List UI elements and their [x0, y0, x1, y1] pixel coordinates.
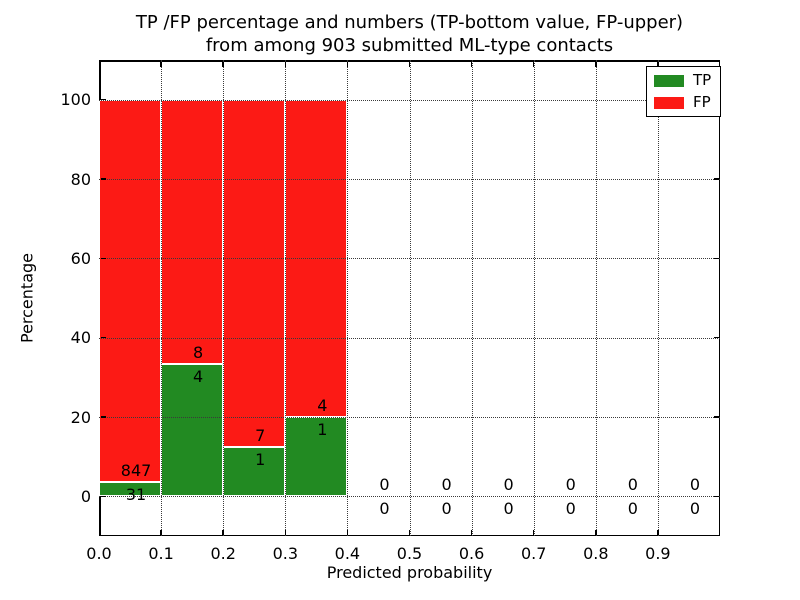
x-tick-label: 0.3	[272, 544, 299, 563]
legend-label: TP	[693, 71, 712, 89]
x-tick-label: 0.6	[458, 544, 485, 563]
y-axis-label: Percentage	[17, 252, 37, 344]
gridline-v	[161, 60, 163, 536]
x-tick-label: 0.7	[520, 544, 547, 563]
bar-tp-segment	[99, 482, 162, 497]
bar-fp-segment	[161, 99, 224, 365]
chart-title-line1: TP /FP percentage and numbers (TP-bottom…	[135, 12, 684, 33]
gridline-v	[657, 60, 659, 536]
tick-mark-right	[713, 416, 719, 418]
tp-count-label: 0	[379, 499, 390, 519]
bar-tp-segment	[223, 446, 286, 497]
tp-count-label: 0	[503, 499, 514, 519]
tick-mark-left	[100, 98, 106, 101]
tick-mark-top	[160, 61, 162, 67]
tick-mark-top	[532, 61, 535, 67]
axes-spine-right	[718, 60, 720, 536]
fp-count-label: 0	[689, 475, 701, 495]
x-tick-label: 0.1	[148, 544, 174, 563]
tick-mark-bottom	[222, 529, 224, 535]
x-tick-label: 0.4	[334, 544, 361, 563]
fp-count-label: 0	[565, 475, 576, 495]
tick-mark-top	[408, 61, 411, 67]
legend-swatch-tp	[654, 74, 684, 87]
tick-mark-bottom	[160, 529, 162, 535]
tick-mark-bottom	[346, 529, 349, 535]
tp-count-label: 1	[317, 420, 328, 439]
fp-count-label: 847	[120, 461, 152, 481]
tick-mark-right	[713, 336, 719, 339]
bar-fp-segment	[99, 99, 162, 483]
bar-fp-segment	[223, 99, 286, 447]
fp-count-label: 0	[379, 475, 390, 495]
tp-count-label: 31	[125, 485, 147, 505]
gridline-v	[409, 60, 411, 536]
tick-mark-top	[657, 61, 659, 67]
tick-mark-left	[100, 178, 106, 180]
x-tick-label: 0.2	[210, 544, 236, 563]
y-tick-label: 100	[60, 90, 91, 110]
y-tick-label: 60	[70, 248, 91, 268]
tick-mark-bottom	[284, 529, 287, 535]
y-tick-label: 80	[70, 169, 91, 189]
y-tick-label: 0	[80, 486, 91, 506]
fp-count-label: 4	[317, 396, 328, 415]
gridline-v	[223, 60, 225, 536]
gridline-v	[471, 60, 473, 536]
y-tick-label: 20	[70, 407, 91, 427]
tp-count-label: 1	[255, 449, 266, 469]
chart-title-line2: from among 903 submitted ML-type contact…	[205, 35, 614, 56]
tp-count-label: 0	[627, 499, 638, 519]
chart-title: TP /FP percentage and numbers (TP-bottom…	[99, 11, 720, 57]
bar-tp-segment	[161, 364, 224, 497]
tp-count-label: 0	[565, 499, 576, 519]
tick-mark-top	[222, 61, 224, 67]
tick-mark-bottom	[470, 529, 473, 535]
tick-mark-right	[713, 495, 719, 498]
tick-mark-top	[284, 61, 287, 67]
gridline-v	[533, 60, 535, 536]
tick-mark-right	[713, 178, 719, 180]
tick-mark-bottom	[595, 529, 597, 535]
tick-mark-bottom	[657, 529, 659, 535]
tick-mark-bottom	[408, 529, 411, 535]
tick-mark-left	[100, 416, 106, 418]
y-tick-label: 40	[70, 328, 91, 348]
fp-count-label: 0	[627, 475, 638, 495]
tick-mark-top	[470, 61, 473, 67]
gridline-v	[347, 60, 349, 536]
legend: TP FP	[646, 66, 722, 117]
gridline-v	[595, 60, 597, 536]
plot-area: 0 20 40 60 80 100 0.0 0.1 0.2 0.3 0.4 0.5 0.6 0.7 0.8 0…	[60, 60, 720, 563]
tick-mark-left	[100, 495, 106, 498]
fp-count-label: 0	[441, 475, 452, 495]
tick-mark-top	[346, 61, 349, 67]
legend-item-fp: FP	[654, 95, 711, 110]
legend-label: FP	[693, 93, 711, 111]
x-tick-label: 0.0	[86, 544, 112, 563]
gridline-v	[285, 60, 287, 536]
x-tick-label: 0.9	[645, 544, 671, 563]
tick-mark-bottom	[532, 529, 535, 535]
fp-count-label: 7	[255, 425, 266, 445]
x-tick-label: 0.8	[583, 544, 609, 563]
x-tick-label: 0.5	[396, 544, 423, 563]
tick-mark-left	[100, 257, 106, 260]
tp-count-label: 4	[193, 367, 204, 387]
fp-count-label: 0	[503, 475, 514, 495]
tick-mark-right	[713, 257, 719, 260]
tick-mark-top	[595, 61, 597, 67]
tick-mark-left	[100, 336, 106, 339]
fp-count-label: 8	[193, 343, 204, 363]
bar-fp-segment	[285, 99, 348, 417]
tp-count-label: 0	[689, 499, 701, 519]
legend-item-tp: TP	[654, 73, 711, 88]
x-axis-label: Predicted probability	[326, 563, 493, 582]
tp-count-label: 0	[441, 499, 452, 519]
legend-swatch-fp	[654, 96, 684, 109]
